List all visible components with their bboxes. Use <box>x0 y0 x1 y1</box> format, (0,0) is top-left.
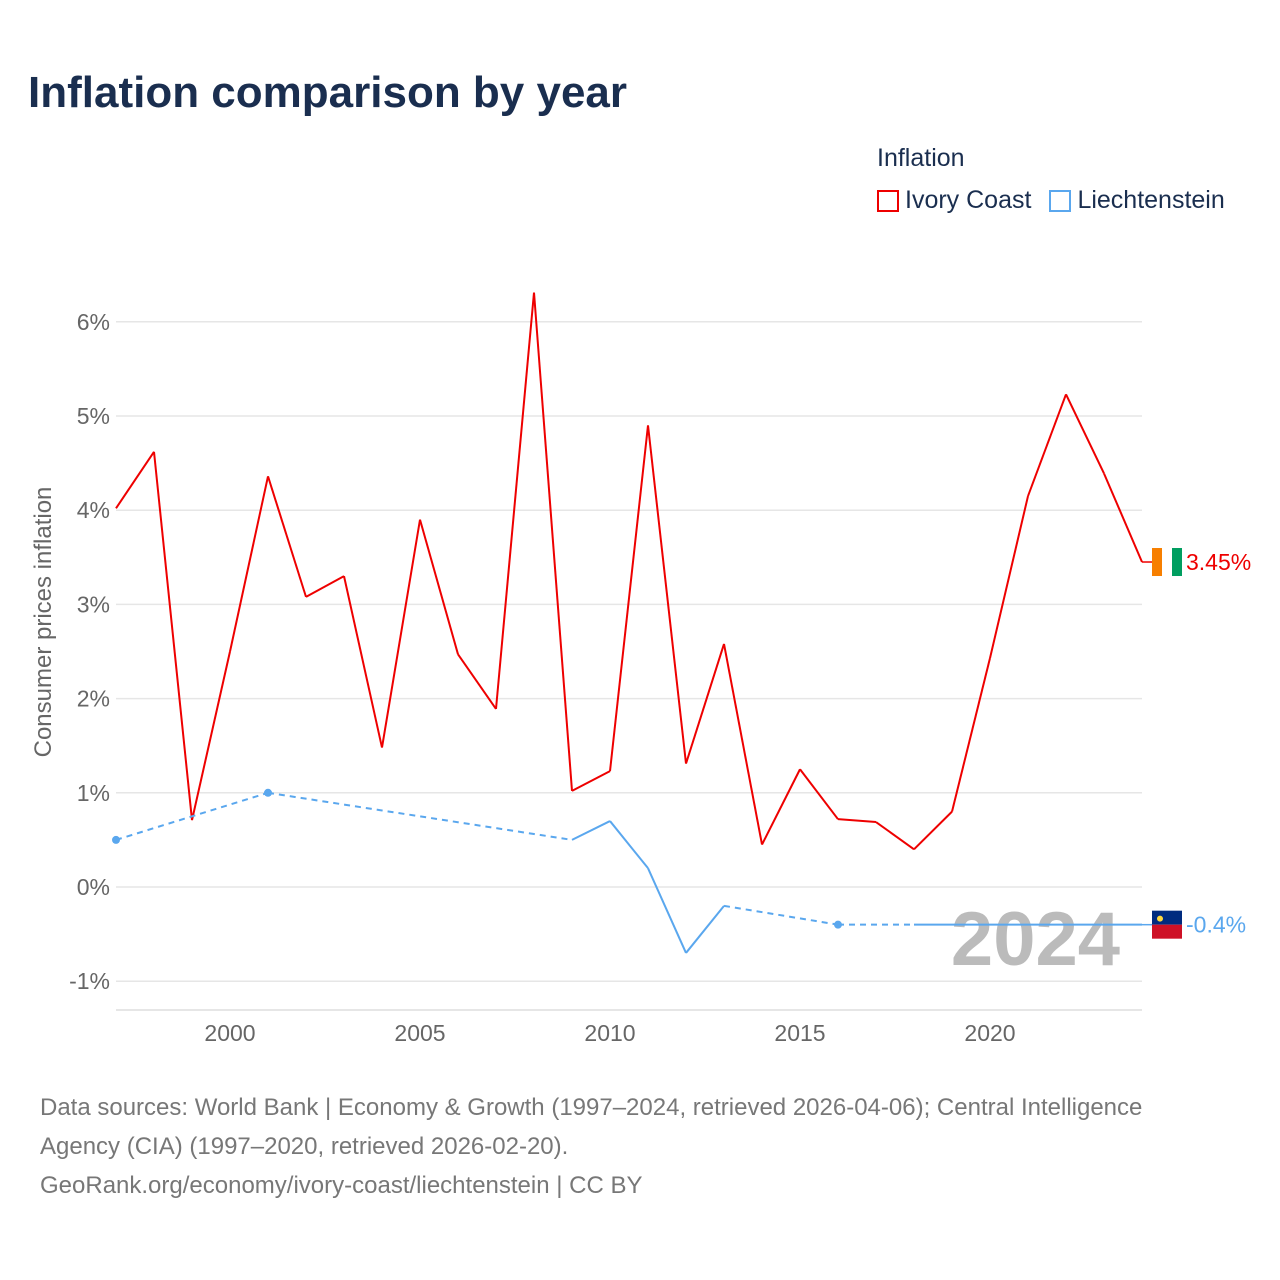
y-tick-label: 6% <box>77 309 110 335</box>
y-axis-label: Consumer prices inflation <box>30 487 57 758</box>
data-point <box>112 835 120 844</box>
y-tick-label: 0% <box>77 874 110 900</box>
y-tick-label: 1% <box>77 780 110 806</box>
series-segment-ivory-coast <box>1065 393 1105 474</box>
series-segment-ivory-coast <box>647 425 687 764</box>
series-segment-ivory-coast <box>419 519 459 655</box>
series-segment-ivory-coast <box>989 495 1029 659</box>
flag-ivory-coast-icon <box>1152 548 1162 577</box>
year-watermark: 2024 <box>951 897 1120 982</box>
x-tick-label: 2000 <box>204 1020 255 1046</box>
data-point <box>264 788 272 797</box>
legend-label: Ivory Coast <box>905 186 1032 214</box>
series-segment-ivory-coast <box>229 476 269 652</box>
series-segment-ivory-coast <box>875 821 915 851</box>
series-segment-ivory-coast <box>533 292 573 791</box>
data-point <box>834 920 842 929</box>
legend-swatch <box>877 189 899 212</box>
series-segment-ivory-coast <box>191 651 231 821</box>
legend-item-ivory-coast[interactable]: Ivory Coast <box>877 186 1031 215</box>
data-sources: Data sources: World Bank | Economy & Gro… <box>40 1088 1250 1205</box>
x-tick-label: 2015 <box>774 1020 825 1046</box>
series-segment-ivory-coast <box>951 657 991 812</box>
series-segment-liechtenstein <box>267 791 573 841</box>
source-line: Agency (CIA) (1997–2020, retrieved 2026-… <box>40 1133 569 1160</box>
chart-title: Inflation comparison by year <box>28 68 628 117</box>
series-segment-ivory-coast <box>761 768 801 846</box>
series-segment-liechtenstein <box>647 867 687 954</box>
series-segment-liechtenstein <box>115 791 269 841</box>
legend-item-liechtenstein[interactable]: Liechtenstein <box>1049 186 1225 215</box>
series-segment-ivory-coast <box>1027 393 1067 497</box>
legend-swatch <box>1049 189 1072 212</box>
y-tick-label: -1% <box>69 968 110 994</box>
plot-area: -1% 0% 1% 2% 3% 4% 5% 6% 2000 2005 2010 2015 2020 Con… <box>30 292 1251 1046</box>
legend-title: Inflation <box>877 144 965 172</box>
series-segment-ivory-coast <box>305 575 345 598</box>
series-segment-ivory-coast <box>1103 473 1143 563</box>
series-segment-ivory-coast <box>115 451 155 509</box>
series-segment-ivory-coast <box>837 818 877 823</box>
series-segment-ivory-coast <box>913 810 953 851</box>
x-tick-label: 2005 <box>394 1020 445 1046</box>
x-tick-label: 2020 <box>964 1020 1015 1046</box>
legend-label: Liechtenstein <box>1077 186 1225 214</box>
series-segment-ivory-coast <box>609 425 649 772</box>
flag-ivory-coast-icon <box>1172 548 1182 577</box>
series-segment-ivory-coast <box>799 768 839 820</box>
y-tick-label: 4% <box>77 497 110 523</box>
end-value-label: -0.4% <box>1186 912 1246 938</box>
source-line: Data sources: World Bank | Economy & Gro… <box>40 1094 1143 1121</box>
series-segment-liechtenstein <box>723 904 839 926</box>
x-tick-label: 2010 <box>584 1020 635 1046</box>
flag-ivory-coast-icon <box>1162 548 1172 577</box>
y-tick-label: 5% <box>77 403 110 429</box>
crown-icon <box>1157 915 1163 922</box>
series-segment-ivory-coast <box>723 643 763 845</box>
y-tick-label: 2% <box>77 686 110 712</box>
series-segment-liechtenstein <box>609 820 649 869</box>
legend: Ivory Coast Liechtenstein <box>877 186 1225 215</box>
series-segment-ivory-coast <box>457 653 497 710</box>
series-segment-ivory-coast <box>267 475 307 598</box>
source-link[interactable]: GeoRank.org/economy/ivory-coast/liechten… <box>40 1172 643 1199</box>
series-segment-ivory-coast <box>571 770 611 792</box>
series-segment-liechtenstein <box>685 905 725 954</box>
series-segment-ivory-coast <box>685 643 725 764</box>
end-value-label: 3.45% <box>1186 549 1251 575</box>
series-segment-liechtenstein <box>571 820 611 841</box>
flag-liechtenstein-icon <box>1152 910 1182 925</box>
series-segment-ivory-coast <box>495 292 535 710</box>
y-tick-label: 3% <box>77 591 110 617</box>
flag-liechtenstein-icon <box>1152 924 1182 939</box>
series-segment-ivory-coast <box>343 575 383 748</box>
series-segment-ivory-coast <box>153 451 193 821</box>
series-segment-ivory-coast <box>381 519 421 748</box>
